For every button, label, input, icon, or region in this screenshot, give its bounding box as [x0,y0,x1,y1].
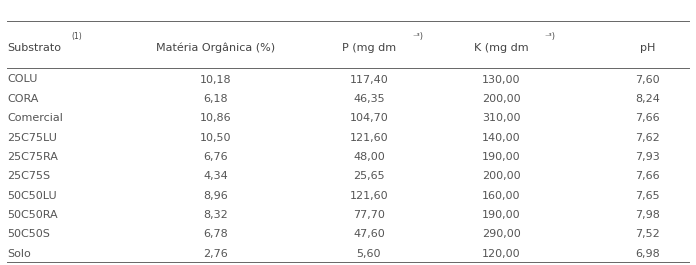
Text: 10,86: 10,86 [200,113,232,123]
Text: K (mg dm: K (mg dm [474,43,528,53]
Text: 6,98: 6,98 [635,249,660,259]
Text: 7,66: 7,66 [635,113,660,123]
Text: 7,98: 7,98 [635,210,660,220]
Text: 130,00: 130,00 [482,74,521,85]
Text: 77,70: 77,70 [353,210,385,220]
Text: Matéria Orgânica (%): Matéria Orgânica (%) [156,42,276,53]
Text: 8,24: 8,24 [635,94,660,104]
Text: 200,00: 200,00 [482,94,521,104]
Text: P (mg dm: P (mg dm [342,43,396,53]
Text: 7,65: 7,65 [635,191,660,201]
Text: 47,60: 47,60 [353,229,385,239]
Text: 7,62: 7,62 [635,132,660,143]
Text: Solo: Solo [7,249,31,259]
Text: CORA: CORA [7,94,38,104]
Text: Substrato: Substrato [7,43,61,53]
Text: 290,00: 290,00 [482,229,521,239]
Text: 2,76: 2,76 [203,249,228,259]
Text: 160,00: 160,00 [482,191,521,201]
Text: pH: pH [640,43,655,53]
Text: 120,00: 120,00 [482,249,521,259]
Text: 50C50LU: 50C50LU [7,191,56,201]
Text: Comercial: Comercial [7,113,63,123]
Text: 6,78: 6,78 [203,229,228,239]
Text: ⁻³): ⁻³) [412,32,423,41]
Text: 190,00: 190,00 [482,152,521,162]
Text: 121,60: 121,60 [349,132,388,143]
Text: 117,40: 117,40 [349,74,388,85]
Text: 104,70: 104,70 [349,113,388,123]
Text: 6,18: 6,18 [203,94,228,104]
Text: 190,00: 190,00 [482,210,521,220]
Text: 25,65: 25,65 [353,171,385,181]
Text: 5,60: 5,60 [356,249,381,259]
Text: 4,34: 4,34 [203,171,228,181]
Text: (1): (1) [71,32,81,41]
Text: COLU: COLU [7,74,38,85]
Text: 25C75LU: 25C75LU [7,132,57,143]
Text: 7,93: 7,93 [635,152,660,162]
Text: 121,60: 121,60 [349,191,388,201]
Text: 50C50S: 50C50S [7,229,50,239]
Text: 10,18: 10,18 [200,74,232,85]
Text: 48,00: 48,00 [353,152,385,162]
Text: 25C75S: 25C75S [7,171,50,181]
Text: 7,60: 7,60 [635,74,660,85]
Text: ⁻³): ⁻³) [544,32,555,41]
Text: 50C50RA: 50C50RA [7,210,58,220]
Text: 46,35: 46,35 [353,94,385,104]
Text: 7,66: 7,66 [635,171,660,181]
Text: 10,50: 10,50 [200,132,232,143]
Text: 140,00: 140,00 [482,132,521,143]
Text: 6,76: 6,76 [203,152,228,162]
Text: 8,96: 8,96 [203,191,228,201]
Text: 310,00: 310,00 [482,113,521,123]
Text: 7,52: 7,52 [635,229,660,239]
Text: 200,00: 200,00 [482,171,521,181]
Text: 8,32: 8,32 [203,210,228,220]
Text: 25C75RA: 25C75RA [7,152,58,162]
